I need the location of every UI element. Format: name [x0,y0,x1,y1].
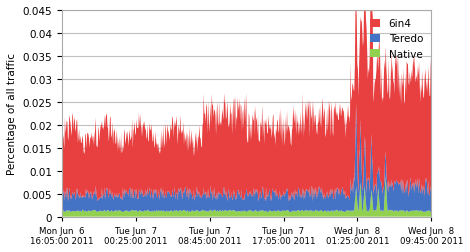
Legend: 6in4, Teredo, Native: 6in4, Teredo, Native [367,16,426,62]
Y-axis label: Percentage of all traffic: Percentage of all traffic [7,53,17,175]
